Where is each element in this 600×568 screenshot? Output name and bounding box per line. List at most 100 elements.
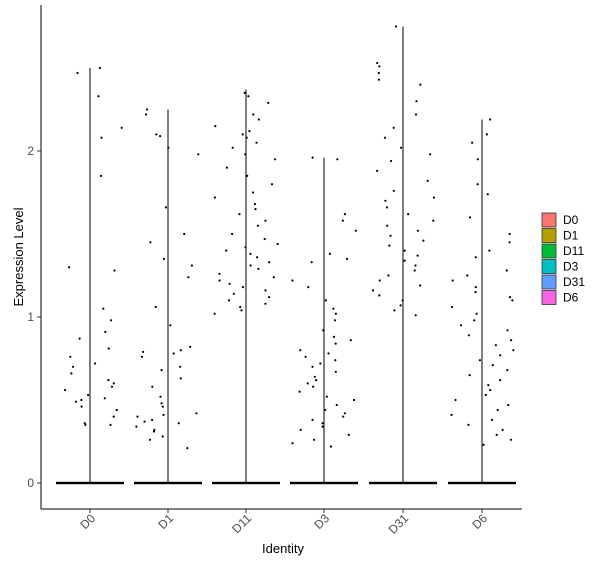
y-axis-ticks: 0 1 2 — [27, 144, 41, 490]
point-D3-36 — [311, 418, 314, 421]
point-D31-33 — [419, 284, 422, 287]
point-D3-27 — [306, 382, 309, 385]
point-D31-26 — [403, 249, 406, 252]
point-D6-25 — [494, 344, 497, 347]
point-D31-17 — [384, 199, 387, 202]
point-D31-1 — [376, 61, 379, 65]
y-axis-title: Expression Level — [11, 207, 26, 306]
point-D31-11 — [429, 153, 432, 156]
point-D3-12 — [334, 312, 337, 315]
point-D3-22 — [319, 362, 322, 365]
legend-label-D3: D3 — [563, 260, 579, 274]
point-D1-23 — [159, 395, 162, 398]
point-D0-22 — [103, 397, 106, 400]
point-D31-15 — [392, 189, 395, 192]
point-D6-15 — [474, 291, 477, 294]
point-D0-11 — [78, 337, 81, 340]
point-D1-7 — [183, 232, 186, 236]
point-D31-14 — [426, 179, 429, 182]
legend-key-D1 — [541, 228, 557, 243]
point-D0-26 — [115, 408, 118, 412]
point-D11-23 — [231, 232, 234, 236]
point-D3-6 — [345, 257, 349, 260]
point-D11-8 — [245, 136, 248, 139]
point-D1-4 — [167, 146, 170, 149]
point-D11-28 — [249, 252, 252, 255]
point-D3-11 — [332, 307, 335, 310]
point-D1-5 — [197, 153, 200, 156]
point-D6-36 — [454, 398, 457, 402]
point-D11-40 — [268, 296, 271, 299]
y-tick-label-1: 1 — [27, 310, 34, 324]
point-D1-28 — [136, 415, 139, 418]
point-D11-11 — [244, 153, 247, 156]
point-D11-10 — [231, 146, 234, 149]
point-D6-4 — [476, 183, 479, 186]
legend-key-D6 — [541, 290, 557, 305]
point-D6-40 — [490, 418, 494, 421]
point-D3-19 — [327, 352, 330, 355]
legend-key-D0 — [541, 212, 557, 228]
point-D31-21 — [386, 224, 389, 227]
point-D1-20 — [160, 369, 163, 372]
point-D1-32 — [135, 425, 138, 428]
x-tick-label-D11: D11 — [229, 511, 254, 536]
point-D6-26 — [512, 349, 515, 352]
point-D11-45 — [213, 312, 216, 315]
legend-label-D31: D31 — [563, 275, 585, 289]
point-D11-15 — [270, 183, 274, 186]
point-D31-29 — [414, 264, 417, 267]
point-D0-9 — [109, 319, 113, 322]
point-D0-27 — [112, 415, 115, 418]
point-D11-7 — [241, 133, 244, 136]
point-D6-6 — [468, 216, 472, 219]
y-tick-label-0: 0 — [27, 476, 34, 490]
point-D11-31 — [249, 264, 252, 267]
point-D3-20 — [304, 355, 307, 358]
point-D0-16 — [70, 372, 73, 375]
point-D0-25 — [80, 405, 83, 408]
point-D11-22 — [256, 224, 259, 227]
point-D6-12 — [466, 274, 469, 277]
point-D6-10 — [474, 256, 477, 259]
point-D1-31 — [177, 422, 180, 425]
point-D11-16 — [251, 191, 255, 194]
point-D1-14 — [189, 345, 192, 348]
point-D11-38 — [264, 289, 267, 292]
point-D6-8 — [508, 241, 511, 244]
point-D6-42 — [501, 428, 504, 431]
legend-label-D11: D11 — [563, 244, 584, 258]
point-D0-12 — [107, 347, 110, 350]
point-D31-23 — [389, 234, 392, 237]
point-D6-41 — [467, 423, 470, 426]
point-D11-2 — [267, 101, 270, 104]
point-D1-15 — [179, 349, 182, 352]
point-D11-4 — [257, 118, 260, 121]
point-D6-9 — [488, 249, 491, 252]
point-D3-17 — [334, 342, 337, 345]
point-D31-27 — [416, 254, 419, 257]
x-tick-label-D0: D0 — [77, 511, 98, 532]
point-D3-10 — [324, 299, 327, 302]
point-D6-14 — [474, 286, 477, 289]
x-tick-label-D3: D3 — [311, 511, 332, 532]
point-D31-34 — [371, 289, 375, 292]
point-D11-30 — [268, 261, 271, 264]
point-D31-38 — [393, 309, 396, 312]
point-D11-19 — [254, 208, 257, 211]
point-D3-39 — [299, 428, 302, 431]
point-D1-12 — [154, 305, 157, 309]
point-D1-9 — [162, 257, 165, 260]
point-D3-38 — [321, 425, 324, 428]
point-D0-28 — [83, 422, 86, 425]
point-D11-42 — [264, 302, 267, 305]
point-D11-25 — [276, 242, 279, 246]
point-D3-41 — [313, 438, 316, 441]
point-D0-2 — [97, 95, 100, 98]
point-D1-19 — [179, 365, 182, 368]
point-D6-20 — [473, 319, 476, 322]
point-D0-10 — [104, 330, 107, 333]
point-D1-16 — [142, 350, 145, 353]
point-D11-41 — [227, 299, 231, 302]
x-tick-label-D31: D31 — [386, 511, 412, 537]
